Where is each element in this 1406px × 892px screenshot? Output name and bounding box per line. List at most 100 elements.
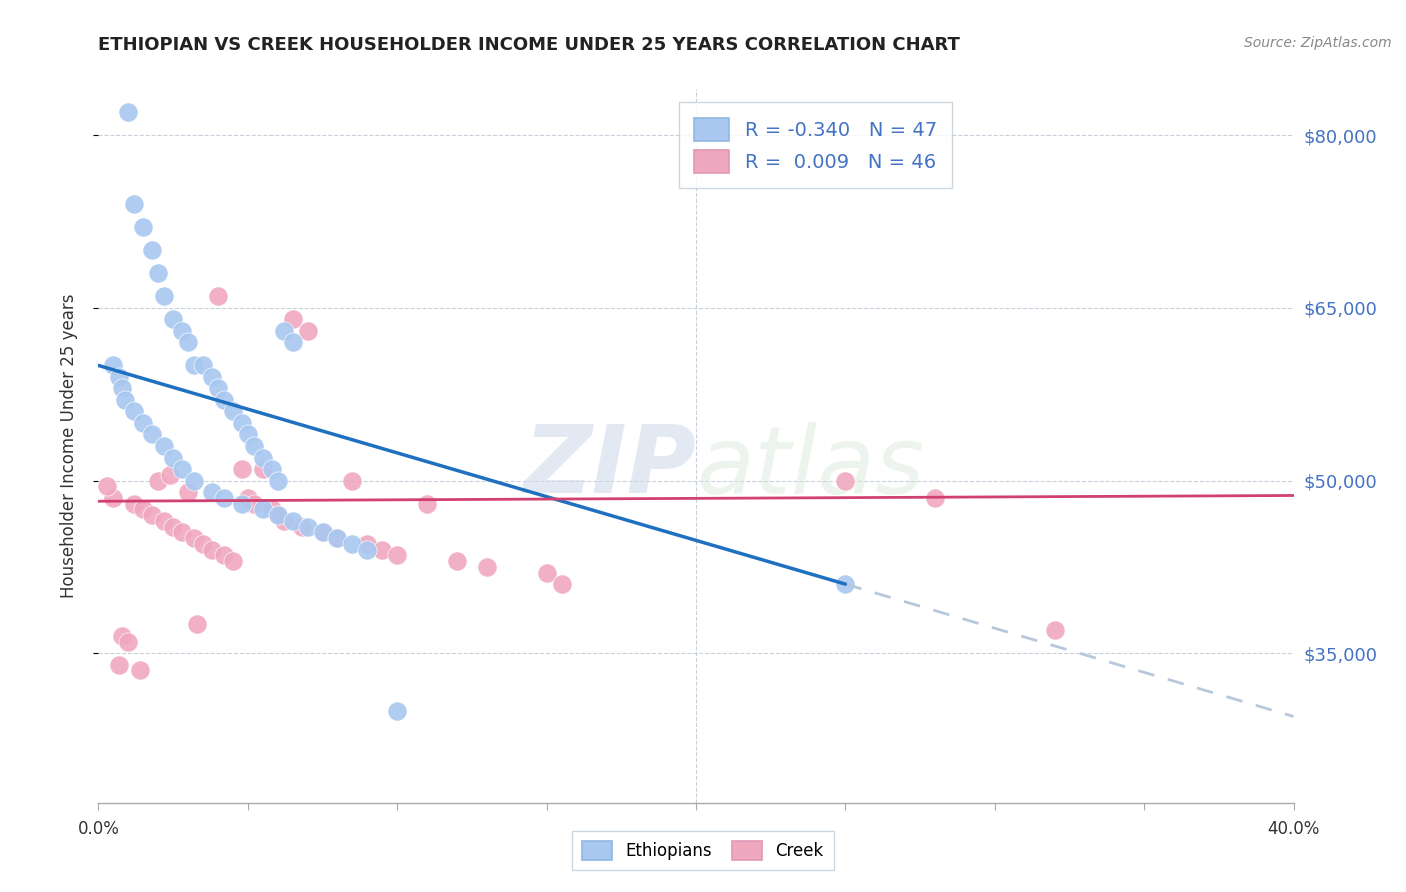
Point bbox=[273, 514, 295, 528]
Point bbox=[141, 427, 163, 442]
Text: Source: ZipAtlas.com: Source: ZipAtlas.com bbox=[1244, 36, 1392, 50]
Point bbox=[103, 491, 125, 505]
Point bbox=[207, 381, 229, 395]
Point bbox=[117, 634, 139, 648]
Point bbox=[162, 450, 184, 465]
Point bbox=[201, 485, 224, 500]
Point bbox=[550, 577, 572, 591]
Point bbox=[536, 566, 558, 580]
Point bbox=[446, 554, 468, 568]
Point bbox=[172, 462, 194, 476]
Point bbox=[212, 392, 235, 407]
Point bbox=[273, 324, 295, 338]
Point bbox=[416, 497, 439, 511]
Point bbox=[132, 220, 155, 235]
Point bbox=[162, 519, 184, 533]
Point bbox=[124, 497, 146, 511]
Point bbox=[243, 497, 266, 511]
Point bbox=[191, 537, 214, 551]
Point bbox=[297, 519, 319, 533]
Point bbox=[153, 514, 176, 528]
Point bbox=[311, 525, 333, 540]
Point bbox=[124, 197, 146, 211]
Point bbox=[201, 542, 224, 557]
Point bbox=[186, 617, 208, 632]
Text: atlas: atlas bbox=[696, 422, 924, 513]
Point bbox=[281, 312, 304, 326]
Point bbox=[291, 519, 314, 533]
Point bbox=[222, 404, 245, 418]
Point bbox=[132, 502, 155, 516]
Point bbox=[207, 289, 229, 303]
Point bbox=[342, 537, 364, 551]
Point bbox=[260, 462, 283, 476]
Point bbox=[183, 531, 205, 545]
Point bbox=[159, 467, 181, 482]
Point bbox=[834, 577, 856, 591]
Point bbox=[834, 474, 856, 488]
Point bbox=[356, 542, 378, 557]
Point bbox=[153, 439, 176, 453]
Point bbox=[326, 531, 349, 545]
Point bbox=[172, 525, 194, 540]
Point bbox=[267, 508, 290, 522]
Point bbox=[297, 324, 319, 338]
Text: ZIP: ZIP bbox=[523, 421, 696, 514]
Point bbox=[141, 508, 163, 522]
Point bbox=[129, 664, 152, 678]
Point bbox=[260, 502, 283, 516]
Point bbox=[177, 485, 200, 500]
Point bbox=[236, 427, 259, 442]
Point bbox=[148, 474, 170, 488]
Point bbox=[191, 359, 214, 373]
Point bbox=[124, 404, 146, 418]
Point bbox=[342, 474, 364, 488]
Point bbox=[252, 502, 274, 516]
Point bbox=[114, 392, 136, 407]
Point bbox=[356, 537, 378, 551]
Point bbox=[311, 525, 333, 540]
Point bbox=[108, 370, 131, 384]
Point bbox=[201, 370, 224, 384]
Point bbox=[96, 479, 118, 493]
Point bbox=[141, 244, 163, 258]
Point bbox=[924, 491, 946, 505]
Point bbox=[267, 474, 290, 488]
Point bbox=[212, 549, 235, 563]
Y-axis label: Householder Income Under 25 years: Householder Income Under 25 years bbox=[59, 293, 77, 599]
Point bbox=[281, 335, 304, 350]
Point bbox=[212, 491, 235, 505]
Point bbox=[111, 381, 134, 395]
Point bbox=[252, 462, 274, 476]
Point bbox=[148, 266, 170, 280]
Point bbox=[267, 508, 290, 522]
Point bbox=[371, 542, 394, 557]
Point bbox=[231, 462, 253, 476]
Legend: R = -0.340   N = 47, R =  0.009   N = 46: R = -0.340 N = 47, R = 0.009 N = 46 bbox=[679, 103, 952, 188]
Point bbox=[103, 359, 125, 373]
Point bbox=[177, 335, 200, 350]
Point bbox=[132, 416, 155, 430]
Point bbox=[153, 289, 176, 303]
Point bbox=[1043, 623, 1066, 637]
Point bbox=[475, 559, 498, 574]
Text: 40.0%: 40.0% bbox=[1267, 820, 1320, 838]
Text: 0.0%: 0.0% bbox=[77, 820, 120, 838]
Point bbox=[117, 105, 139, 120]
Point bbox=[222, 554, 245, 568]
Point bbox=[385, 704, 409, 718]
Point bbox=[183, 474, 205, 488]
Point bbox=[111, 629, 134, 643]
Point bbox=[231, 497, 253, 511]
Point bbox=[243, 439, 266, 453]
Point bbox=[385, 549, 409, 563]
Point bbox=[172, 324, 194, 338]
Point bbox=[162, 312, 184, 326]
Point bbox=[281, 514, 304, 528]
Point bbox=[108, 657, 131, 672]
Point bbox=[183, 359, 205, 373]
Point bbox=[236, 491, 259, 505]
Point bbox=[326, 531, 349, 545]
Point bbox=[231, 416, 253, 430]
Text: ETHIOPIAN VS CREEK HOUSEHOLDER INCOME UNDER 25 YEARS CORRELATION CHART: ETHIOPIAN VS CREEK HOUSEHOLDER INCOME UN… bbox=[98, 36, 960, 54]
